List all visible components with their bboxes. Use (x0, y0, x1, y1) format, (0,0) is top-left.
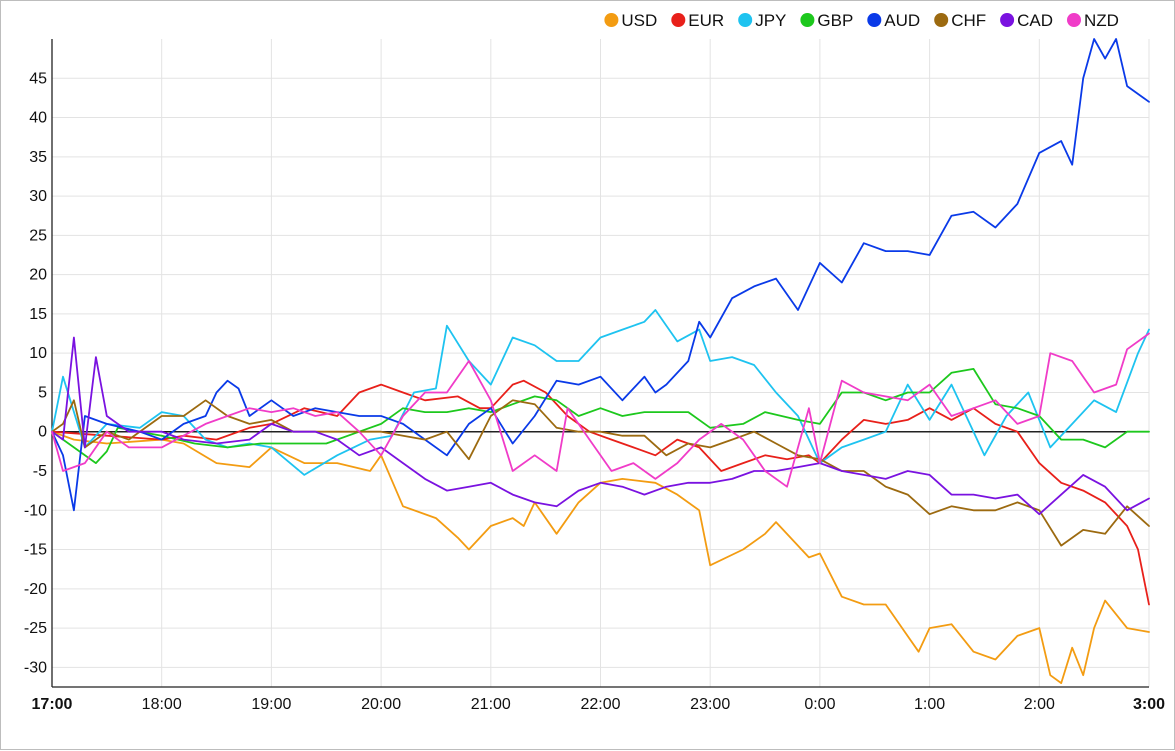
x-tick-label: 3:00 (1133, 696, 1165, 713)
y-tick-label: 25 (29, 227, 47, 244)
legend-item-eur[interactable]: EUR (671, 11, 724, 30)
x-tick-label: 0:00 (804, 696, 835, 713)
x-axis-ticks: 17:00 18:00 19:00 20:00 21:00 22:00 23:00 0:00 1… (32, 696, 1166, 713)
y-tick-label: -20 (24, 581, 47, 598)
y-tick-label: -30 (24, 659, 47, 676)
y-tick-label: -10 (24, 502, 47, 519)
series-line-nzd (51, 332, 1150, 488)
legend-swatch (867, 13, 882, 27)
legend-label: AUD (884, 11, 920, 30)
y-tick-label: 5 (38, 384, 47, 401)
y-tick-label: 40 (29, 110, 47, 127)
legend-item-jpy[interactable]: JPY (738, 11, 786, 30)
series-line-aud (51, 38, 1150, 512)
series-line-cad (51, 336, 1150, 516)
legend-swatch (738, 13, 753, 27)
x-tick-label: 20:00 (361, 696, 401, 713)
legend-label: USD (621, 11, 657, 30)
y-tick-label: -5 (33, 463, 47, 480)
x-tick-label: 18:00 (142, 696, 182, 713)
legend-item-cad[interactable]: CAD (1000, 11, 1053, 30)
series-line-chf (51, 399, 1150, 547)
y-tick-label: -15 (24, 542, 47, 559)
legend-item-chf[interactable]: CHF (934, 11, 986, 30)
legend-swatch (604, 13, 619, 27)
legend-item-nzd[interactable]: NZD (1067, 11, 1119, 30)
legend-swatch (1067, 13, 1081, 27)
legend-swatch (671, 13, 686, 27)
y-tick-label: 35 (29, 149, 47, 166)
x-tick-label: 23:00 (690, 696, 730, 713)
x-tick-label: 22:00 (580, 696, 620, 713)
legend-label: GBP (817, 11, 853, 30)
series-line-usd (51, 430, 1150, 684)
legend-label: NZD (1084, 11, 1119, 30)
axes (51, 39, 1149, 688)
series-line-eur (51, 379, 1150, 606)
y-tick-label: 30 (29, 188, 47, 205)
y-tick-label: 20 (29, 267, 47, 284)
legend-label: EUR (688, 11, 724, 30)
legend-item-usd[interactable]: USD (604, 11, 657, 30)
series-lines (51, 38, 1150, 684)
legend-item-gbp[interactable]: GBP (800, 11, 853, 30)
y-axis-ticks: -30 -25 -20 -15 -10 -5 0 5 10 15 20 25 30 35 40 45 (24, 70, 47, 676)
y-tick-label: 0 (38, 424, 47, 441)
x-tick-label: 19:00 (251, 696, 291, 713)
y-tick-label: -25 (24, 620, 47, 637)
legend: NZD CAD CHF AUD GBP JPY EUR USD (604, 11, 1119, 30)
legend-item-aud[interactable]: AUD (867, 11, 920, 30)
y-tick-label: 15 (29, 306, 47, 323)
x-tick-label: 17:00 (32, 696, 73, 713)
legend-label: CHF (951, 11, 986, 30)
series-line-gbp (51, 368, 1150, 464)
x-tick-label: 1:00 (914, 696, 945, 713)
legend-swatch (934, 13, 949, 27)
legend-label: JPY (755, 11, 786, 30)
legend-swatch (800, 13, 815, 27)
grid-lines (52, 39, 1150, 687)
y-tick-label: 45 (29, 70, 47, 87)
legend-label: CAD (1017, 11, 1053, 30)
x-tick-label: 21:00 (471, 696, 511, 713)
legend-swatch (1000, 13, 1015, 27)
x-tick-label: 2:00 (1024, 696, 1055, 713)
y-tick-label: 10 (29, 345, 47, 362)
